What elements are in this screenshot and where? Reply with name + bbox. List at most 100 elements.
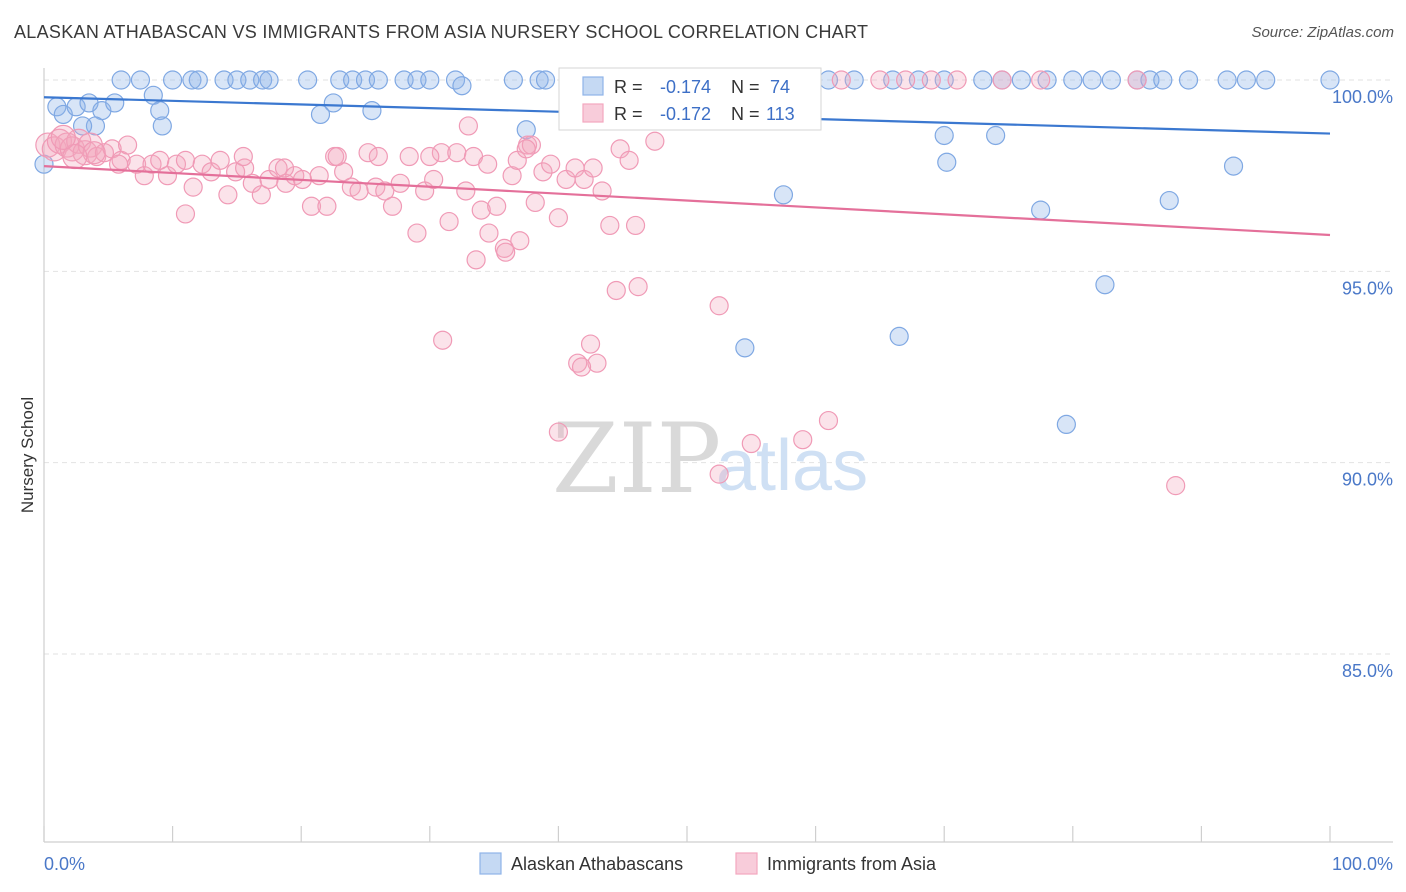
point-immigrants-from-asia-105 [831,70,851,90]
y-tick-label-0: 85.0% [1342,661,1393,681]
point-immigrants-from-asia-107 [896,70,916,90]
point-immigrants-from-asia-43 [375,181,395,201]
point-immigrants-from-asia-75 [625,215,646,236]
legend-label-immigrants-from-asia: Immigrants from Asia [767,854,937,874]
point-immigrants-from-asia-53 [456,181,476,201]
point-immigrants-from-asia-76 [458,116,478,136]
point-immigrants-from-asia-73 [619,150,639,170]
point-immigrants-from-asia-41 [358,143,378,163]
y-axis-label: Nursery School [18,397,37,513]
point-immigrants-from-asia-49 [424,169,444,190]
point-alaskan-athabascans-66 [986,125,1006,146]
point-alaskan-athabascans-20 [253,70,273,90]
point-alaskan-athabascans-74 [1056,414,1076,434]
point-immigrants-from-asia-81 [496,242,516,262]
legend-label-alaskan-athabascans: Alaskan Athabascans [511,854,683,874]
point-alaskan-athabascans-68 [773,185,794,205]
point-alaskan-athabascans-71 [1095,275,1115,295]
point-immigrants-from-asia-55 [471,200,491,220]
point-alaskan-athabascans-73 [735,338,755,358]
point-alaskan-athabascans-6 [105,93,125,113]
stats-r-value-1: -0.174 [660,77,711,97]
point-immigrants-from-asia-52 [447,143,467,163]
point-alaskan-athabascans-64 [934,125,954,146]
point-immigrants-from-asia-30 [268,158,288,178]
point-alaskan-athabascans-15 [182,70,202,90]
point-immigrants-from-asia-89 [82,141,106,165]
point-immigrants-from-asia-86 [233,146,253,167]
point-immigrants-from-asia-40 [349,181,369,201]
point-immigrants-from-asia-114 [741,433,761,454]
stats-r-value-2: -0.172 [660,104,711,124]
point-immigrants-from-asia-44 [382,196,403,216]
point-alaskan-athabascans-11 [152,116,172,136]
point-immigrants-from-asia-23 [210,150,230,170]
point-alaskan-athabascans-47 [1063,70,1083,90]
point-alaskan-athabascans-60 [362,101,382,121]
point-alaskan-athabascans-56 [1256,70,1276,90]
x-tick-label-left: 0.0% [44,854,85,874]
point-immigrants-from-asia-110 [992,70,1012,90]
point-alaskan-athabascans-72 [889,326,909,346]
point-immigrants-from-asia-119 [1166,476,1186,496]
legend-swatch-blue [479,852,502,875]
point-immigrants-from-asia-111 [1031,70,1051,90]
point-immigrants-from-asia-60 [510,231,530,251]
y-tick-label-1: 90.0% [1342,470,1393,490]
point-alaskan-athabascans-14 [163,70,183,90]
point-alaskan-athabascans-52 [1153,70,1173,90]
point-alaskan-athabascans-53 [1178,70,1199,90]
point-immigrants-from-asia-84 [327,146,347,167]
point-alaskan-athabascans-12 [111,70,131,90]
stats-n-value-2: 113 [766,104,795,124]
point-immigrants-from-asia-47 [407,223,427,243]
point-alaskan-athabascans-67 [1223,156,1244,176]
point-immigrants-from-asia-59 [502,166,522,186]
y-tick-label-2: 95.0% [1342,278,1393,298]
point-immigrants-from-asia-96 [571,357,592,377]
point-immigrants-from-asia-82 [420,146,440,167]
point-alaskan-athabascans-13 [130,70,151,90]
point-alaskan-athabascans-57 [1320,70,1340,90]
point-immigrants-from-asia-113 [433,330,453,350]
point-immigrants-from-asia-94 [587,353,607,373]
point-immigrants-from-asia-106 [870,70,890,90]
point-immigrants-from-asia-24 [218,185,238,205]
point-alaskan-athabascans-54 [1217,70,1237,90]
chart-title: ALASKAN ATHABASCAN VS IMMIGRANTS FROM AS… [14,22,869,42]
stats-swatch-blue [582,76,604,96]
point-immigrants-from-asia-51 [439,211,459,232]
source-credit: Source: ZipAtlas.com [1251,24,1394,41]
point-immigrants-from-asia-93 [568,353,588,373]
point-alaskan-athabascans-69 [1031,200,1051,220]
point-immigrants-from-asia-91 [50,124,76,150]
stats-n-label-1: N = [731,77,760,97]
point-immigrants-from-asia-108 [921,70,941,90]
point-immigrants-from-asia-45 [390,173,410,193]
point-alaskan-athabascans-29 [420,70,440,90]
point-alaskan-athabascans-61 [452,76,472,96]
point-immigrants-from-asia-77 [521,135,541,155]
point-immigrants-from-asia-65 [548,208,569,228]
point-immigrants-from-asia-71 [600,215,620,236]
point-alaskan-athabascans-10 [150,101,170,121]
point-alaskan-athabascans-43 [973,70,993,90]
point-alaskan-athabascans-33 [535,70,556,90]
point-immigrants-from-asia-74 [628,277,648,297]
point-alaskan-athabascans-32 [529,70,549,90]
legend-swatch-pink [735,852,758,875]
point-immigrants-from-asia-50 [431,143,451,163]
point-alaskan-athabascans-55 [1236,70,1257,90]
point-immigrants-from-asia-109 [947,70,967,90]
point-alaskan-athabascans-22 [298,70,318,90]
point-immigrants-from-asia-80 [466,250,486,270]
watermark-atlas: atlas [716,426,868,506]
point-alaskan-athabascans-59 [323,93,343,113]
point-alaskan-athabascans-31 [503,70,523,90]
point-immigrants-from-asia-118 [818,410,839,431]
point-alaskan-athabascans-62 [516,120,536,140]
point-immigrants-from-asia-87 [175,204,196,224]
point-immigrants-from-asia-64 [541,154,561,174]
point-immigrants-from-asia-62 [525,192,545,213]
point-alaskan-athabascans-48 [1082,70,1102,90]
